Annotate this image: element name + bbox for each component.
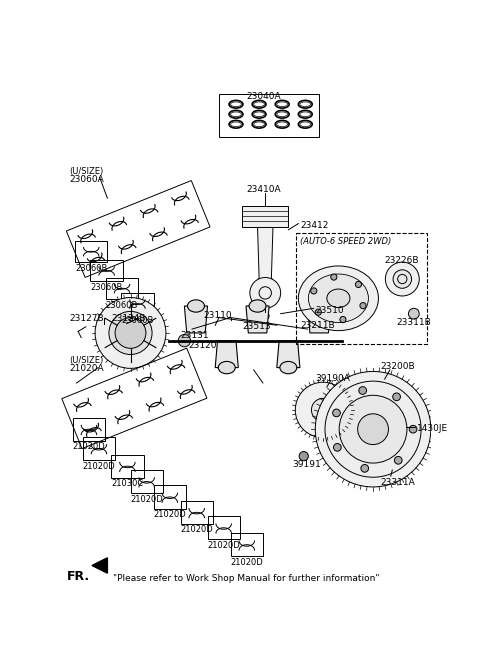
- Circle shape: [359, 387, 367, 394]
- Circle shape: [408, 308, 419, 319]
- Bar: [62, 348, 207, 449]
- Circle shape: [393, 393, 400, 401]
- Text: 21020D: 21020D: [154, 510, 186, 519]
- Ellipse shape: [218, 361, 235, 374]
- Circle shape: [385, 262, 419, 296]
- Ellipse shape: [299, 266, 378, 330]
- Text: (U/SIZE): (U/SIZE): [69, 168, 103, 176]
- Bar: [242, 206, 288, 227]
- Text: 21030C: 21030C: [111, 479, 144, 488]
- Polygon shape: [277, 340, 300, 367]
- Circle shape: [109, 311, 152, 355]
- Text: 23412: 23412: [300, 221, 328, 231]
- Ellipse shape: [327, 289, 350, 307]
- Bar: [66, 181, 210, 277]
- Ellipse shape: [188, 300, 204, 312]
- Circle shape: [339, 396, 407, 463]
- Text: 21020D: 21020D: [73, 442, 106, 451]
- Circle shape: [393, 270, 411, 288]
- Ellipse shape: [249, 300, 266, 312]
- Bar: [296, 233, 427, 344]
- Text: 23060B: 23060B: [75, 263, 108, 273]
- Ellipse shape: [280, 361, 297, 374]
- Circle shape: [333, 409, 340, 417]
- Polygon shape: [92, 558, 108, 573]
- Polygon shape: [246, 306, 269, 333]
- Text: 23131: 23131: [180, 331, 209, 340]
- Bar: [219, 94, 319, 137]
- Bar: [230, 533, 263, 556]
- Circle shape: [299, 451, 308, 461]
- Text: 21020D: 21020D: [131, 495, 163, 504]
- Circle shape: [325, 381, 421, 477]
- Bar: [207, 516, 240, 539]
- Circle shape: [315, 309, 322, 315]
- Ellipse shape: [311, 300, 328, 312]
- Circle shape: [250, 277, 281, 308]
- Circle shape: [334, 443, 341, 451]
- Circle shape: [409, 425, 417, 433]
- Polygon shape: [215, 340, 238, 367]
- Circle shape: [331, 274, 337, 280]
- Text: 21020D: 21020D: [230, 558, 264, 567]
- Text: 23060B: 23060B: [106, 301, 138, 309]
- Text: 23311B: 23311B: [396, 317, 431, 327]
- Circle shape: [355, 281, 361, 288]
- Text: 23226B: 23226B: [384, 256, 419, 265]
- Circle shape: [295, 382, 351, 438]
- Circle shape: [361, 464, 369, 472]
- Text: 21020A: 21020A: [69, 364, 104, 373]
- Text: 23120: 23120: [188, 340, 217, 350]
- Bar: [90, 260, 123, 281]
- Bar: [83, 437, 115, 460]
- Bar: [75, 240, 108, 262]
- Text: 23510: 23510: [315, 306, 344, 315]
- Text: 23060A: 23060A: [69, 175, 104, 184]
- Circle shape: [312, 398, 335, 422]
- Circle shape: [95, 298, 166, 369]
- Text: 23200B: 23200B: [381, 362, 415, 371]
- Bar: [73, 418, 105, 441]
- Bar: [154, 486, 186, 509]
- Text: 23110: 23110: [204, 311, 232, 321]
- Text: 23040A: 23040A: [246, 92, 281, 101]
- Text: FR.: FR.: [67, 570, 91, 583]
- Text: 39190A: 39190A: [315, 374, 350, 383]
- Polygon shape: [308, 306, 331, 333]
- Polygon shape: [184, 306, 207, 333]
- Bar: [111, 455, 144, 478]
- Circle shape: [360, 303, 366, 309]
- Text: 21020D: 21020D: [180, 526, 213, 534]
- Bar: [121, 293, 154, 315]
- Text: 23127B: 23127B: [69, 313, 104, 323]
- Text: 21020D: 21020D: [83, 461, 116, 470]
- Circle shape: [395, 457, 402, 464]
- Circle shape: [115, 317, 146, 348]
- Text: (U/SIZE): (U/SIZE): [69, 356, 103, 365]
- Circle shape: [311, 288, 317, 294]
- Ellipse shape: [308, 274, 369, 323]
- Text: 23211B: 23211B: [300, 321, 335, 330]
- Polygon shape: [253, 227, 277, 293]
- Circle shape: [340, 317, 346, 323]
- Bar: [106, 277, 138, 299]
- Circle shape: [315, 371, 431, 487]
- Circle shape: [178, 334, 191, 347]
- Text: 23513: 23513: [242, 322, 271, 331]
- Text: 23060B: 23060B: [121, 316, 154, 325]
- Bar: [180, 501, 213, 524]
- Text: (AUTO-6 SPEED 2WD): (AUTO-6 SPEED 2WD): [300, 237, 391, 246]
- Text: 1430JE: 1430JE: [417, 424, 448, 433]
- Circle shape: [358, 414, 388, 445]
- Text: 21020D: 21020D: [207, 541, 240, 550]
- Text: 23311A: 23311A: [381, 478, 416, 487]
- Text: 39191: 39191: [292, 460, 321, 469]
- Circle shape: [262, 312, 269, 320]
- Text: 23410A: 23410A: [246, 185, 281, 194]
- Bar: [131, 470, 163, 493]
- Text: "Please refer to Work Shop Manual for further information": "Please refer to Work Shop Manual for fu…: [113, 574, 379, 583]
- Text: 23060B: 23060B: [90, 283, 123, 292]
- Text: 23124B: 23124B: [111, 313, 146, 323]
